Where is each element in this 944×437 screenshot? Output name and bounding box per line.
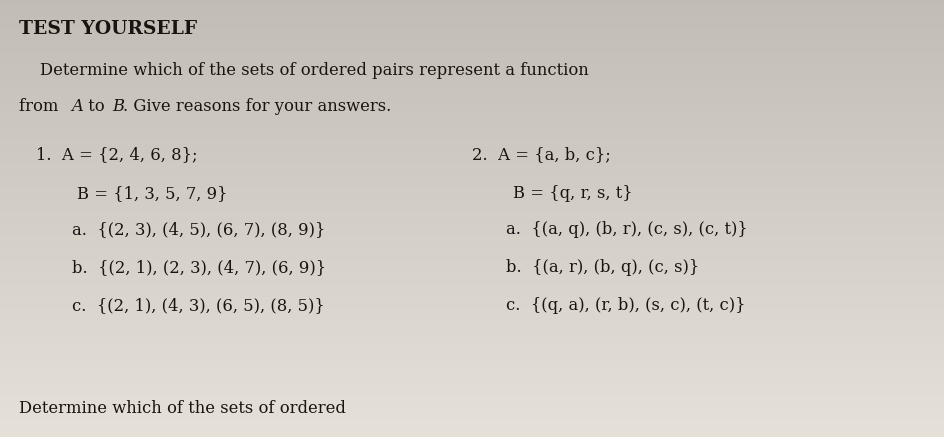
Text: from: from	[19, 98, 63, 115]
Text: to: to	[83, 98, 110, 115]
Text: B: B	[112, 98, 125, 115]
Text: Determine which of the sets of ordered pairs represent a function: Determine which of the sets of ordered p…	[19, 62, 588, 79]
Text: A: A	[71, 98, 83, 115]
Text: TEST YOURSELF: TEST YOURSELF	[19, 20, 196, 38]
Text: a.  {(a, q), (b, r), (c, s), (c, t)}: a. {(a, q), (b, r), (c, s), (c, t)}	[505, 221, 747, 238]
Text: B = {1, 3, 5, 7, 9}: B = {1, 3, 5, 7, 9}	[77, 185, 228, 202]
Text: . Give reasons for your answers.: . Give reasons for your answers.	[123, 98, 391, 115]
Text: a.  {(2, 3), (4, 5), (6, 7), (8, 9)}: a. {(2, 3), (4, 5), (6, 7), (8, 9)}	[72, 221, 325, 238]
Text: b.  {(a, r), (b, q), (c, s)}: b. {(a, r), (b, q), (c, s)}	[505, 259, 698, 276]
Text: 1.  A = {2, 4, 6, 8};: 1. A = {2, 4, 6, 8};	[36, 146, 197, 163]
Text: Determine which of the sets of ordered: Determine which of the sets of ordered	[19, 400, 346, 417]
Text: b.  {(2, 1), (2, 3), (4, 7), (6, 9)}: b. {(2, 1), (2, 3), (4, 7), (6, 9)}	[72, 259, 326, 276]
Text: c.  {(q, a), (r, b), (s, c), (t, c)}: c. {(q, a), (r, b), (s, c), (t, c)}	[505, 297, 744, 314]
Text: 2.  A = {a, b, c};: 2. A = {a, b, c};	[472, 146, 611, 163]
Text: B = {q, r, s, t}: B = {q, r, s, t}	[513, 185, 632, 202]
Text: c.  {(2, 1), (4, 3), (6, 5), (8, 5)}: c. {(2, 1), (4, 3), (6, 5), (8, 5)}	[72, 297, 324, 314]
